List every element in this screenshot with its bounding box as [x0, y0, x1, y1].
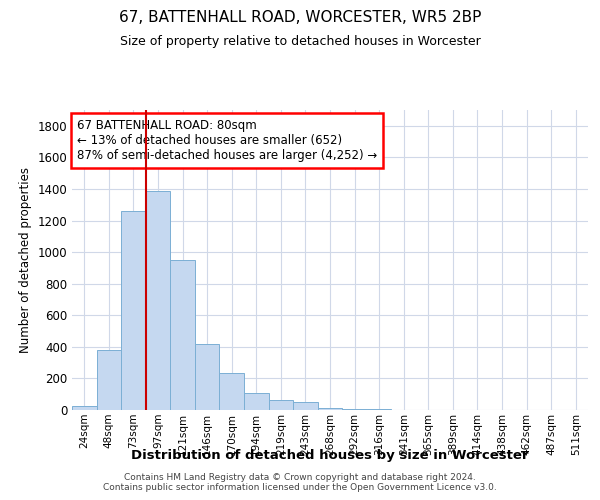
Bar [293, 402, 318, 410]
Bar [269, 400, 293, 410]
Y-axis label: Number of detached properties: Number of detached properties [19, 167, 32, 353]
Text: 67, BATTENHALL ROAD, WORCESTER, WR5 2BP: 67, BATTENHALL ROAD, WORCESTER, WR5 2BP [119, 10, 481, 25]
Bar [72, 406, 97, 410]
Bar [367, 409, 391, 410]
Bar [121, 211, 146, 410]
Bar [318, 408, 342, 410]
Text: Size of property relative to detached houses in Worcester: Size of property relative to detached ho… [119, 35, 481, 48]
Bar [220, 373, 244, 410]
Bar [146, 190, 170, 410]
Bar [97, 350, 121, 410]
Bar [170, 260, 195, 410]
Bar [244, 392, 269, 410]
Text: Contains HM Land Registry data © Crown copyright and database right 2024.: Contains HM Land Registry data © Crown c… [124, 474, 476, 482]
Text: Contains public sector information licensed under the Open Government Licence v3: Contains public sector information licen… [103, 484, 497, 492]
Text: 67 BATTENHALL ROAD: 80sqm
← 13% of detached houses are smaller (652)
87% of semi: 67 BATTENHALL ROAD: 80sqm ← 13% of detac… [77, 119, 377, 162]
Text: Distribution of detached houses by size in Worcester: Distribution of detached houses by size … [131, 448, 529, 462]
Bar [342, 408, 367, 410]
Bar [195, 344, 220, 410]
